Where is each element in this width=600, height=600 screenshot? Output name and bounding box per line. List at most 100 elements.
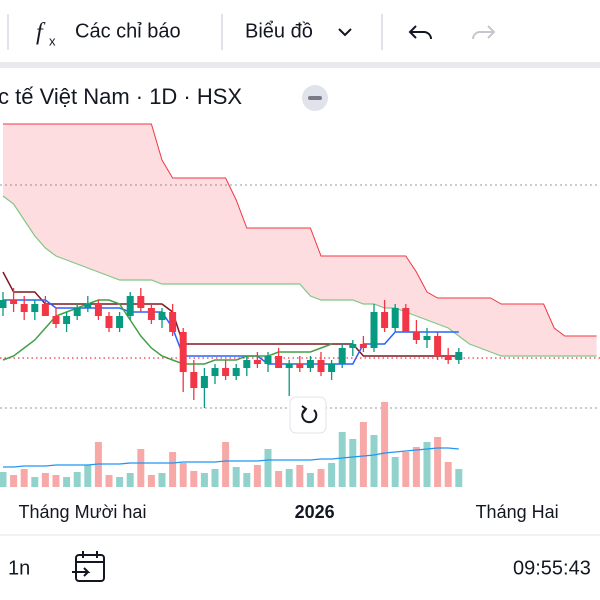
candle-body	[169, 312, 177, 332]
volume-bar	[285, 469, 293, 487]
chart-title: c tế Việt Nam · 1D · HSX	[0, 84, 242, 109]
volume-bar	[296, 465, 304, 487]
candle-body	[84, 304, 92, 308]
volume-bar	[169, 452, 177, 487]
candle-body	[381, 312, 389, 328]
candle-body	[296, 364, 304, 368]
candle-body	[137, 296, 145, 308]
candle-body	[455, 352, 463, 360]
fx-icon[interactable]: f	[36, 20, 46, 46]
candle-body	[370, 312, 378, 348]
candle-body	[285, 364, 293, 368]
candle-body	[73, 308, 81, 316]
candle-body	[126, 296, 134, 316]
candle-body	[412, 332, 420, 340]
candle-body	[444, 356, 452, 360]
volume-bar	[253, 465, 261, 487]
candle-body	[94, 304, 102, 316]
candle-body	[243, 360, 251, 368]
candle-body	[434, 336, 442, 356]
x-tick-label: Tháng Hai	[476, 502, 559, 522]
candle-body	[338, 348, 346, 364]
axis-bg	[0, 489, 600, 534]
reset-button[interactable]	[289, 396, 327, 434]
volume-bar	[52, 475, 60, 487]
candle-body	[275, 356, 283, 368]
volume-bar	[116, 477, 124, 487]
kijun-line	[2, 271, 459, 357]
candle-body	[31, 304, 39, 312]
volume-bar	[317, 469, 325, 487]
cloud-lower-line	[2, 195, 597, 357]
volume-bar	[158, 473, 166, 487]
volume-bar	[137, 449, 145, 487]
volume-ma-line	[3, 447, 459, 468]
candle-body	[317, 360, 325, 372]
candle-body	[402, 308, 410, 332]
volume-bar	[73, 472, 81, 487]
volume-bar	[222, 442, 230, 487]
chevron[interactable]	[338, 28, 352, 37]
candle-body	[179, 332, 187, 372]
volume-bar	[370, 435, 378, 487]
candle-body	[52, 316, 60, 324]
candle-body	[200, 376, 208, 388]
volume-bar	[41, 473, 49, 487]
volume-bar	[200, 473, 208, 487]
range-button[interactable]: 1n	[8, 557, 30, 579]
candle-body	[253, 360, 261, 364]
volume-bar	[349, 439, 357, 487]
candle-body	[222, 368, 230, 376]
plot: Tháng Mười hai 2026 Tháng Hai	[0, 123, 600, 534]
candle-body	[147, 308, 155, 320]
candle-body	[423, 336, 431, 340]
candle-body	[306, 360, 314, 368]
candle-body	[63, 316, 71, 324]
volume-bar	[412, 447, 420, 487]
volume-bar	[402, 452, 410, 487]
volume-bar	[31, 477, 39, 487]
x-tick-label: 2026	[295, 502, 335, 522]
volume-bar	[63, 477, 71, 487]
volume-bar	[338, 432, 346, 487]
candle-body	[264, 356, 272, 364]
volume-bar	[328, 463, 336, 487]
toolbar	[0, 0, 600, 62]
undo[interactable]	[408, 25, 432, 40]
volume-bar	[211, 469, 219, 487]
candle-body	[105, 316, 113, 328]
volume-bar	[264, 449, 272, 487]
clock: 09:55:43	[513, 557, 591, 579]
x-tick-label: Tháng Mười hai	[19, 502, 147, 522]
volume-bar	[243, 473, 251, 487]
candle-body	[0, 300, 7, 308]
calendar-icon[interactable]	[72, 551, 105, 582]
cloud-fill	[3, 124, 597, 356]
candle-body	[328, 364, 336, 372]
reset-icon	[301, 405, 318, 424]
volume-bar	[275, 471, 283, 487]
candle-body	[391, 308, 399, 328]
volume-bar	[147, 475, 155, 487]
volume-bar	[190, 471, 198, 487]
candle-body	[41, 304, 49, 316]
volume-bar	[10, 475, 18, 487]
volume-bar	[84, 465, 92, 487]
indicators-button[interactable]: Các chỉ báo	[75, 20, 181, 42]
volume-bar	[423, 442, 431, 487]
volume-bar	[391, 457, 399, 487]
candle-body	[20, 304, 28, 312]
candle-body	[158, 312, 166, 320]
volume-bar	[232, 467, 240, 487]
redo[interactable]	[472, 25, 496, 40]
volume-bar	[381, 402, 389, 487]
volume-bar	[105, 475, 113, 487]
collapse-icon	[308, 96, 322, 100]
volume-bar	[0, 472, 7, 487]
volume-bar	[455, 469, 463, 487]
chart-type-button[interactable]: Biểu đồ	[245, 20, 313, 42]
volume-bar	[434, 437, 442, 487]
volume-bar	[126, 473, 134, 487]
